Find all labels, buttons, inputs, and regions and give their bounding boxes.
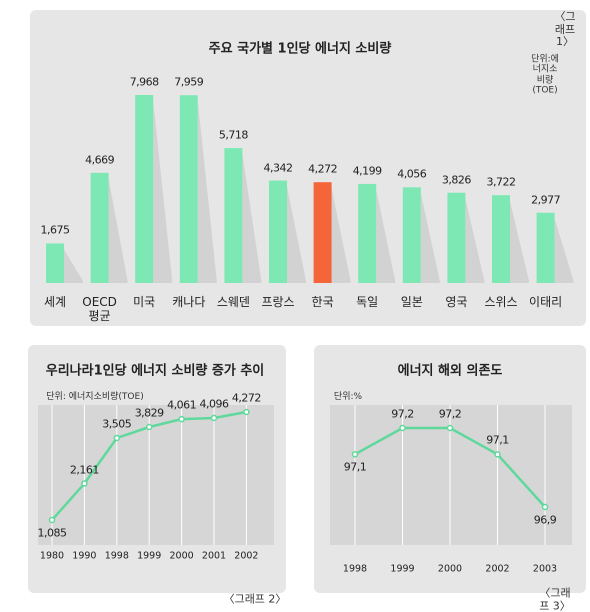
bar — [447, 192, 466, 283]
value-label: 4,272 — [308, 162, 338, 176]
chart-title: 우리나라1인당 에너지 소비량 증가 추이 — [45, 363, 265, 379]
x-tick-label: 1998 — [342, 563, 368, 575]
x-tick-label: 2002 — [234, 550, 259, 562]
bar — [269, 180, 287, 283]
x-tick-label: 이태리 — [529, 295, 563, 309]
value-label: 2,161 — [69, 463, 100, 477]
panel — [30, 10, 586, 326]
x-tick-label: 미국 — [133, 295, 156, 309]
value-label: 3,505 — [102, 417, 132, 431]
x-tick-label: 1998 — [104, 550, 129, 562]
x-tick-label: 스웨덴 — [216, 295, 250, 309]
chart-title: 주요 국가별 1인당 에너지 소비량 — [208, 41, 392, 57]
value-label: 97,2 — [391, 407, 414, 421]
x-tick-label: 세계 — [43, 295, 67, 309]
bar — [90, 172, 109, 283]
x-tick-label: OECD 평균 — [82, 295, 117, 323]
x-tick-label: 2001 — [201, 550, 227, 562]
point — [446, 424, 454, 432]
bar — [313, 182, 332, 283]
x-tick-label: 캐나다 — [172, 295, 206, 309]
bar-shadow — [331, 188, 351, 283]
bar — [402, 187, 421, 283]
value-label: 96,9 — [533, 513, 557, 527]
bar — [492, 195, 510, 283]
x-tick-label: 2002 — [485, 563, 510, 575]
value-label: 97,1 — [343, 461, 367, 475]
point — [243, 408, 250, 416]
x-tick-label: 1999 — [390, 563, 415, 575]
point — [81, 480, 88, 487]
bar-shadow — [554, 218, 574, 283]
x-tick-label: 1999 — [137, 550, 162, 562]
value-label: 4,056 — [397, 167, 427, 181]
bar — [179, 95, 198, 284]
bar-shadow — [420, 193, 440, 283]
point — [399, 424, 406, 432]
x-tick-label: 스위스 — [484, 295, 518, 309]
bar-shadow — [108, 178, 128, 283]
x-tick-label: 한국 — [311, 295, 334, 309]
value-label: 1,675 — [40, 224, 71, 238]
x-tick-label: 독일 — [356, 295, 379, 309]
value-label: 4,061 — [167, 398, 197, 412]
bar — [536, 212, 555, 283]
value-label: 2,977 — [531, 193, 561, 207]
value-label: 4,272 — [231, 391, 262, 405]
unit-label: 단위:에너지소비량(TOE) — [531, 54, 559, 96]
value-label: 3,829 — [134, 406, 165, 420]
value-label: 4,199 — [352, 164, 383, 178]
x-tick-label: 2003 — [532, 563, 558, 575]
point — [178, 415, 185, 423]
unit-label: 단위: 에너지소비량(TOE) — [46, 391, 144, 402]
bar — [358, 183, 377, 283]
x-tick-label: 1980 — [39, 550, 65, 562]
value-label: 1,085 — [37, 526, 68, 540]
point — [351, 451, 359, 458]
bar-shadow — [376, 189, 396, 283]
point — [210, 414, 218, 422]
chart-title: 에너지 해외 의존도 — [397, 363, 503, 379]
point — [145, 423, 153, 431]
value-label: 7,968 — [129, 75, 160, 89]
bar-shadow — [64, 249, 83, 283]
value-label: 4,342 — [263, 161, 294, 175]
point — [113, 434, 121, 442]
x-tick-label: 일본 — [400, 295, 423, 309]
x-tick-label: 영국 — [445, 295, 468, 309]
value-label: 5,718 — [218, 128, 249, 142]
unit-label: 단위:% — [333, 391, 363, 402]
bar-shadow — [510, 201, 529, 283]
value-label: 3,722 — [486, 175, 517, 189]
point — [48, 516, 56, 524]
x-tick-label: 2000 — [437, 563, 463, 575]
value-label: 97,2 — [438, 407, 462, 421]
bar-shadow — [153, 101, 173, 283]
point — [494, 451, 501, 458]
bar-shadow — [197, 101, 217, 284]
bar-shadow — [242, 154, 262, 283]
x-tick-label: 1990 — [72, 550, 97, 562]
value-label: 7,959 — [174, 75, 204, 89]
bar-shadow — [287, 186, 306, 283]
point — [541, 503, 549, 511]
caption: 〈그래프 1〉 — [554, 10, 576, 49]
value-label: 3,826 — [441, 173, 472, 187]
value-label: 4,669 — [85, 153, 115, 167]
caption: 〈그래프 3〉 — [539, 586, 571, 612]
x-tick-label: 프랑스 — [261, 295, 295, 309]
value-label: 97,1 — [486, 434, 509, 448]
plot-area — [38, 405, 274, 545]
caption: 〈그래프 2〉 — [223, 592, 287, 606]
bar — [135, 95, 154, 283]
value-label: 4,096 — [199, 397, 230, 411]
bar — [46, 243, 64, 283]
bar — [224, 148, 243, 283]
bar-shadow — [465, 198, 485, 283]
x-tick-label: 2000 — [169, 550, 194, 562]
